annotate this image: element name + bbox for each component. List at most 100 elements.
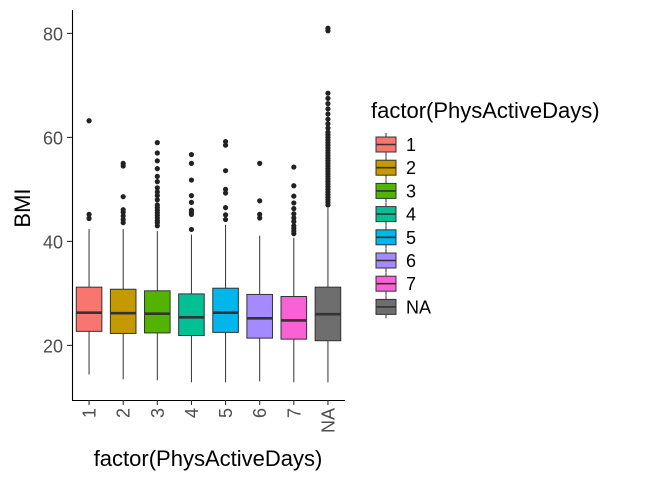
outlier-point: [154, 185, 160, 191]
iqr-box: [280, 296, 308, 340]
outlier-point: [257, 211, 263, 217]
outlier-point: [120, 213, 126, 219]
box-2: [109, 160, 137, 380]
outlier-point: [257, 215, 263, 221]
outlier-point: [222, 186, 229, 192]
outlier-point: [291, 206, 297, 212]
outlier-point: [291, 164, 297, 170]
iqr-box: [144, 290, 171, 334]
outlier-point: [222, 190, 229, 196]
outlier-point: [154, 189, 160, 195]
outlier-point: [154, 197, 160, 203]
box-1: [75, 118, 103, 375]
outlier-point: [291, 223, 297, 229]
box-6: [246, 160, 273, 382]
outlier-point: [222, 212, 229, 218]
outlier-point: [188, 207, 195, 213]
iqr-box: [75, 286, 103, 332]
x-ticks: 1 2 3 4 5 6 7 NA: [80, 400, 338, 433]
legend-item-4: 4: [375, 202, 416, 226]
outlier-point: [188, 199, 195, 205]
legend-item-6: 6: [375, 249, 416, 272]
outlier-point: [325, 125, 331, 131]
outlier-point: [188, 151, 195, 158]
outlier-point: [291, 183, 297, 189]
outlier-point: [188, 226, 195, 233]
y-axis-title: BMI: [10, 188, 35, 227]
outlier-point: [325, 106, 331, 112]
outlier-point: [325, 25, 331, 31]
legend-title: factor(PhysActiveDays): [371, 98, 600, 123]
x-tick-label: 7: [284, 408, 304, 418]
iqr-box: [246, 293, 273, 339]
legend-item-NA: NA: [375, 295, 431, 319]
iqr-box: [178, 293, 205, 337]
outlier-point: [154, 158, 160, 164]
legend-items: 1 2 3 4 5 6 7 NA: [375, 133, 431, 319]
y-tick-label: 60: [43, 128, 63, 148]
legend-item-3: 3: [375, 179, 416, 203]
legend-item-1: 1: [375, 133, 416, 156]
outlier-point: [154, 166, 160, 172]
outlier-point: [120, 194, 126, 200]
legend-label: 3: [406, 181, 416, 201]
x-tick-label: 1: [80, 408, 100, 418]
x-tick-label: NA: [318, 408, 338, 433]
outlier-point: [154, 173, 160, 179]
outlier-point: [222, 142, 229, 148]
legend-item-2: 2: [375, 156, 416, 180]
outlier-point: [188, 160, 195, 166]
y-tick-label: 40: [43, 232, 63, 252]
outlier-point: [257, 160, 263, 166]
iqr-box: [212, 287, 239, 333]
outlier-point: [86, 215, 92, 222]
legend-label: NA: [406, 297, 431, 317]
legend: factor(PhysActiveDays) 1 2 3 4 5 6 7 NA: [371, 98, 600, 319]
outlier-point: [291, 215, 297, 221]
outlier-point: [222, 205, 229, 211]
iqr-box: [109, 288, 137, 334]
outlier-point: [188, 193, 195, 199]
boxes-layer: [75, 25, 342, 383]
outlier-point: [120, 207, 126, 213]
box-4: [178, 151, 205, 383]
outlier-point: [154, 193, 160, 199]
outlier-point: [154, 179, 160, 185]
y-tick-label: 20: [43, 336, 63, 356]
legend-label: 6: [406, 251, 416, 271]
outlier-point: [325, 101, 331, 107]
outlier-point: [154, 140, 160, 146]
outlier-point: [120, 160, 126, 166]
outlier-point: [86, 118, 92, 124]
outlier-point: [325, 95, 331, 101]
box-7: [280, 164, 308, 383]
outlier-point: [291, 219, 297, 225]
outlier-point: [154, 202, 160, 208]
legend-label: 7: [406, 274, 416, 294]
outlier-point: [291, 211, 297, 217]
outlier-point: [325, 111, 331, 117]
legend-label: 1: [406, 135, 416, 155]
legend-label: 2: [406, 158, 416, 178]
outlier-point: [325, 116, 331, 122]
outlier-point: [325, 129, 331, 135]
y-tick-label: 80: [43, 24, 63, 44]
x-tick-label: 3: [148, 408, 168, 418]
box-3: [144, 140, 171, 381]
y-ticks: 20 40 60 80: [43, 24, 72, 356]
outlier-point: [154, 150, 160, 156]
outlier-point: [291, 193, 297, 199]
box-NA: [314, 25, 342, 383]
outlier-point: [86, 211, 92, 217]
outlier-point: [291, 200, 297, 206]
outlier-point: [325, 121, 331, 127]
x-tick-label: 4: [182, 408, 202, 418]
outlier-point: [222, 216, 229, 223]
x-axis-title: factor(PhysActiveDays): [94, 446, 323, 471]
outlier-point: [222, 168, 229, 174]
outlier-point: [188, 177, 195, 183]
x-tick-label: 6: [250, 408, 270, 418]
legend-label: 5: [406, 228, 416, 248]
outlier-point: [222, 138, 229, 145]
